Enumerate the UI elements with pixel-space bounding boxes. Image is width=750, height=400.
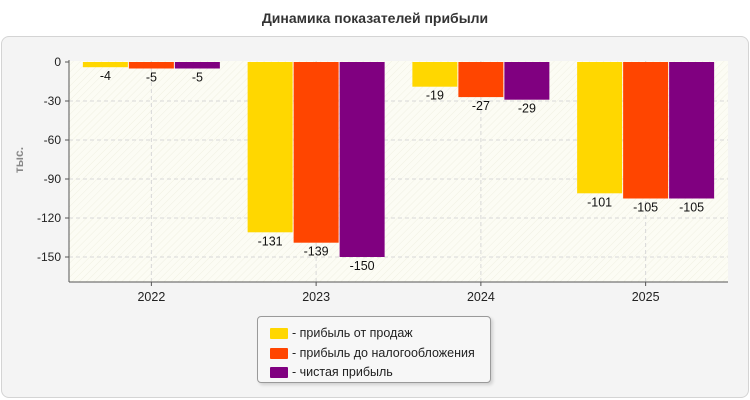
legend-swatch-net-profit bbox=[270, 366, 288, 378]
legend: - прибыль от продаж - прибыль до налогоо… bbox=[257, 316, 491, 383]
bar-value-label: -150 bbox=[350, 259, 375, 273]
bar bbox=[82, 62, 128, 68]
bar-value-label: -139 bbox=[304, 245, 329, 259]
bar-value-label: -131 bbox=[258, 234, 283, 248]
bar bbox=[247, 62, 293, 233]
bar-value-label: -4 bbox=[100, 69, 111, 83]
legend-label-sales-profit: - прибыль от продаж bbox=[292, 326, 413, 340]
y-tick-label: -120 bbox=[37, 211, 61, 225]
chart-title: Динамика показателей прибыли bbox=[261, 10, 489, 26]
bar bbox=[669, 62, 715, 199]
bar bbox=[458, 62, 504, 98]
legend-item-net-profit: - чистая прибыль bbox=[270, 363, 393, 381]
legend-swatch-pretax-profit bbox=[270, 347, 288, 359]
y-tick-label: -60 bbox=[44, 133, 62, 147]
bar bbox=[577, 62, 623, 194]
x-tick-label: 2022 bbox=[137, 290, 165, 304]
bar bbox=[623, 62, 669, 199]
x-tick-label: 2025 bbox=[632, 290, 660, 304]
y-axis-label: тыс. bbox=[12, 147, 26, 173]
y-tick-label: 0 bbox=[54, 55, 61, 69]
bar bbox=[293, 62, 339, 243]
bar bbox=[412, 62, 458, 87]
bar bbox=[128, 62, 174, 69]
legend-item-sales-profit: - прибыль от продаж bbox=[270, 324, 413, 342]
y-tick-label: -150 bbox=[37, 250, 61, 264]
bar bbox=[339, 62, 385, 257]
legend-swatch-sales-profit bbox=[270, 327, 288, 339]
bar-value-label: -105 bbox=[633, 201, 658, 215]
bar bbox=[504, 62, 550, 100]
bar-value-label: -29 bbox=[518, 102, 536, 116]
legend-item-pretax-profit: - прибыль до налогообложения bbox=[270, 344, 475, 362]
bar-value-label: -105 bbox=[679, 201, 704, 215]
bar-value-label: -19 bbox=[426, 89, 444, 103]
bar-value-label: -5 bbox=[146, 71, 157, 85]
bar-value-label: -27 bbox=[472, 99, 490, 113]
legend-label-pretax-profit: - прибыль до налогообложения bbox=[292, 346, 475, 360]
bar-value-label: -101 bbox=[587, 195, 612, 209]
x-tick-label: 2024 bbox=[467, 290, 495, 304]
bar-value-label: -5 bbox=[192, 71, 203, 85]
bar bbox=[174, 62, 220, 69]
legend-label-net-profit: - чистая прибыль bbox=[292, 365, 393, 379]
x-tick-label: 2023 bbox=[302, 290, 330, 304]
y-tick-label: -90 bbox=[44, 172, 62, 186]
y-tick-label: -30 bbox=[44, 94, 62, 108]
